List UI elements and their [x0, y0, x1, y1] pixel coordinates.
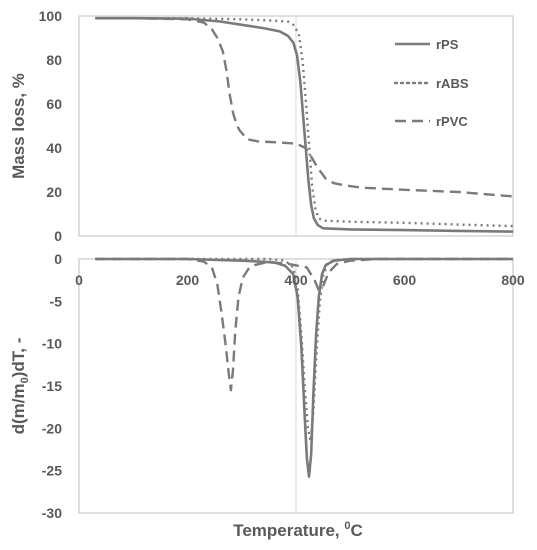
legend-label-rabs: rABS — [436, 76, 469, 91]
top-y-tick-label: 0 — [54, 228, 62, 244]
x-tick-label: 400 — [284, 272, 308, 288]
bottom-y-tick-label: -15 — [42, 378, 62, 394]
top-y-tick-label: 80 — [46, 52, 62, 68]
bottom-y-tick-label: -30 — [42, 505, 62, 521]
bottom-y-tick-label: 0 — [54, 251, 62, 267]
x-tick-label: 200 — [176, 272, 200, 288]
top-y-axis-label: Mass loss, % — [9, 73, 28, 179]
legend: rPS rABS rPVC — [393, 37, 469, 129]
bottom-y-axis-label-part1: d(m/m — [9, 383, 28, 434]
x-tick-label: 800 — [501, 272, 525, 288]
top-series-rps — [95, 16, 514, 233]
bottom-y-axis-label: d(m/m0)dT, - — [9, 338, 31, 435]
x-tick-label: 600 — [393, 272, 417, 288]
bottom-y-axis-label-part2: )dT, - — [9, 338, 28, 378]
x-tick-label: 0 — [75, 272, 83, 288]
bottom-series-rabs — [95, 257, 513, 443]
bottom-y-tick-label: -25 — [42, 463, 62, 479]
top-y-tick-label: 20 — [46, 184, 62, 200]
bottom-y-tick-label: -10 — [42, 336, 62, 352]
top-y-tick-label: 60 — [46, 96, 62, 112]
legend-label-rps: rPS — [436, 37, 459, 52]
bottom-series-rpvc — [95, 257, 513, 392]
top-series-rabs — [95, 17, 514, 228]
top-y-tick-label: 40 — [46, 140, 62, 156]
top-y-tick-label: 100 — [39, 8, 63, 24]
x-axis-label-superscript: 0 — [344, 520, 350, 532]
top-series-rpvc — [95, 17, 514, 198]
bottom-y-axis-label-subscript: 0 — [19, 377, 31, 383]
bottom-y-tick-label: -20 — [42, 420, 62, 436]
x-axis-label: Temperature, 0C — [233, 520, 363, 540]
bottom-y-tick-label: -5 — [50, 293, 63, 309]
legend-label-rpvc: rPVC — [436, 114, 468, 129]
x-axis-label-unit: C — [351, 521, 363, 540]
x-axis-label-main: Temperature, — [233, 521, 344, 540]
bottom-series-rps — [95, 257, 513, 478]
